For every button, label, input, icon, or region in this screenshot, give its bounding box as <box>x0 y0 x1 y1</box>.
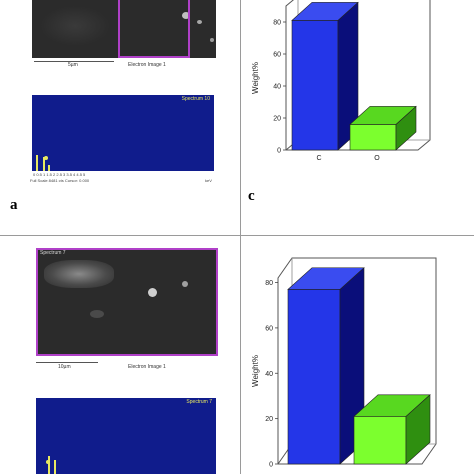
weight-chart-top: 0 20 40 60 80 Weight% C O <box>251 0 431 160</box>
peak-c <box>36 155 38 171</box>
spectrum-label: Spectrum 10 <box>181 96 210 102</box>
scale-bar <box>34 61 114 62</box>
y-tick-label: 0 <box>269 462 273 469</box>
bar-front <box>353 416 407 465</box>
bar-front <box>349 124 397 151</box>
bar-top <box>287 267 365 290</box>
panel-letter-a: a <box>10 197 18 213</box>
electron-image-bottom <box>36 248 218 356</box>
spectrum-axis-info: Full Scale 8481 cts Cursor: 0.000 <box>30 178 90 183</box>
image-caption: Electron Image 1 <box>128 364 166 370</box>
spectrum-area-frame <box>118 0 190 58</box>
particle <box>90 310 104 318</box>
bar-top <box>353 394 431 417</box>
y-tick-label: 20 <box>265 416 273 423</box>
y-tick-label: 80 <box>273 20 281 27</box>
y-tick-label: 60 <box>273 52 281 59</box>
y-axis-label: Weight% <box>251 62 260 94</box>
peak-o <box>43 157 45 171</box>
spectrum-label-top: Spectrum 7 <box>40 250 66 256</box>
chart-frame <box>277 257 437 465</box>
particle <box>182 12 190 19</box>
bright-region <box>44 260 114 288</box>
eds-spectrum-top: Spectrum 10 <box>32 95 214 171</box>
bar-top <box>349 106 417 125</box>
peak-marker <box>46 460 50 464</box>
particle <box>210 38 214 42</box>
spectrum-axis-unit: keV <box>205 178 212 183</box>
peak-small <box>48 165 50 171</box>
scale-label: 5µm <box>68 62 78 68</box>
y-tick-label: 0 <box>277 148 281 155</box>
spectrum-label: Spectrum 7 <box>186 399 212 405</box>
particle <box>197 20 202 24</box>
y-tick-label: 80 <box>265 280 273 287</box>
scale-label: 10µm <box>58 364 71 370</box>
y-tick-label: 40 <box>265 371 273 378</box>
x-tick-label: O <box>374 155 380 160</box>
image-caption: Electron Image 1 <box>128 62 166 68</box>
weight-chart-bottom: 0 20 40 60 80 Weight% <box>251 257 437 469</box>
y-tick-label: 20 <box>273 116 281 123</box>
bar-front <box>287 289 341 465</box>
peak-marker <box>44 156 48 160</box>
spectrum-axis-ticks: 0 0.5 1 1.5 2 2.5 3 3.5 4 4.5 5 <box>33 172 86 177</box>
bar-top <box>291 2 359 21</box>
chart-frame <box>285 0 431 151</box>
scale-bar <box>36 362 98 363</box>
y-tick-label: 40 <box>273 84 281 91</box>
spectrum-area-frame <box>36 248 218 356</box>
peak-c <box>48 456 50 474</box>
particle <box>148 288 157 297</box>
vertical-divider <box>240 0 241 474</box>
texture <box>40 6 110 46</box>
x-tick-label: C <box>316 155 321 160</box>
particle <box>182 281 188 287</box>
eds-spectrum-bottom: Spectrum 7 <box>36 398 216 474</box>
electron-image-top <box>32 0 216 58</box>
y-axis-label: Weight% <box>251 355 260 387</box>
horizontal-divider <box>0 235 474 236</box>
panel-letter-c: c <box>248 188 255 204</box>
y-tick-label: 60 <box>265 325 273 332</box>
bar-front <box>291 20 339 151</box>
peak-o <box>54 460 56 474</box>
